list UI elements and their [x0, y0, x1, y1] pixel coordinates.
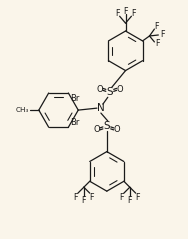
Text: F: F: [127, 196, 132, 205]
Text: S: S: [106, 87, 113, 97]
Text: F: F: [123, 7, 128, 16]
Text: Br: Br: [70, 94, 80, 103]
Text: F: F: [135, 193, 140, 201]
Text: F: F: [155, 39, 160, 48]
Text: O: O: [94, 125, 100, 134]
Text: O: O: [97, 85, 103, 94]
Text: F: F: [160, 29, 164, 38]
Text: F: F: [120, 193, 124, 201]
Text: F: F: [115, 9, 120, 18]
Text: F: F: [82, 196, 86, 205]
Text: F: F: [89, 193, 94, 201]
Text: CH₃: CH₃: [15, 107, 29, 113]
Text: F: F: [131, 9, 136, 18]
Text: N: N: [97, 103, 105, 113]
Text: F: F: [74, 193, 78, 201]
Text: F: F: [154, 22, 159, 31]
Text: O: O: [113, 125, 120, 134]
Text: S: S: [104, 121, 110, 131]
Text: Br: Br: [70, 118, 80, 127]
Text: O: O: [116, 85, 123, 94]
